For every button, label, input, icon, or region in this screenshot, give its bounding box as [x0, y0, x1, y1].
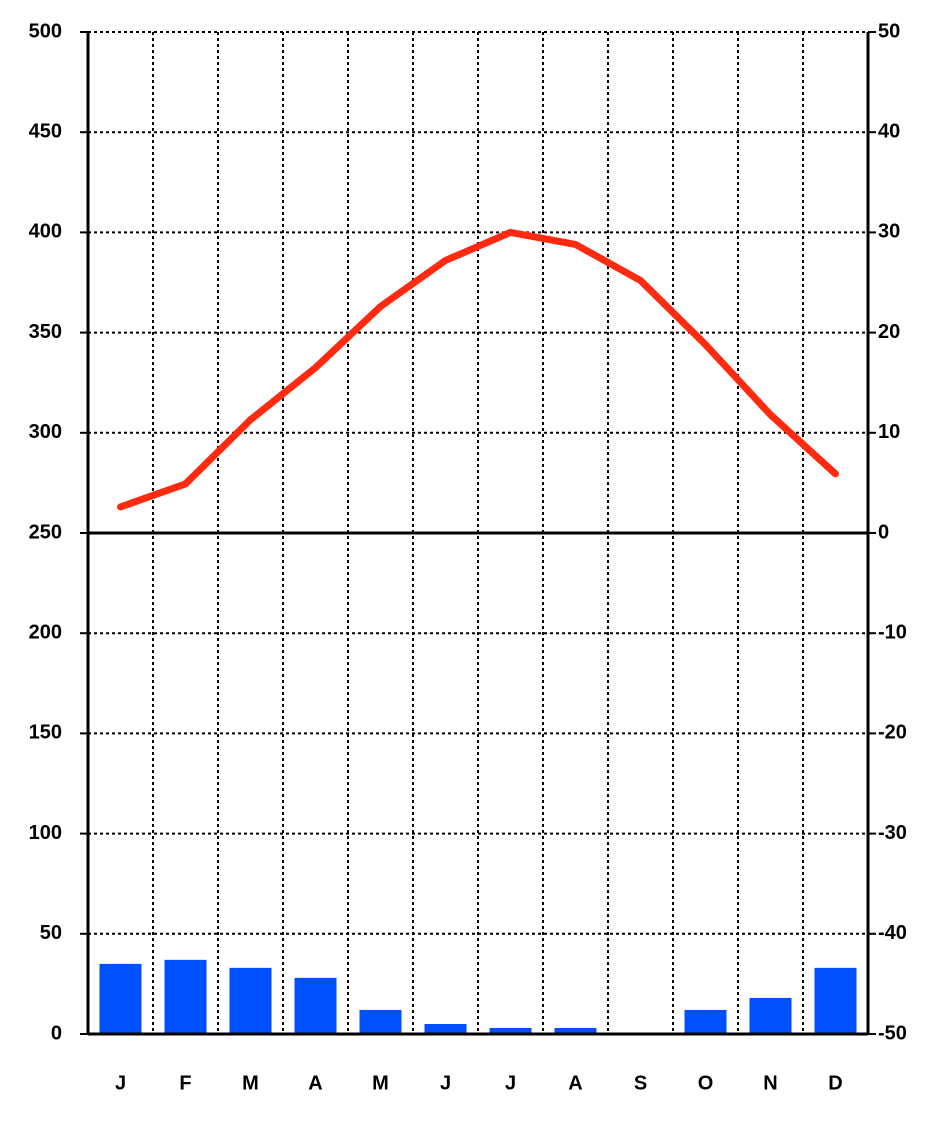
y-tick-label: 350: [29, 321, 62, 343]
y2-tick-label: -20: [878, 722, 907, 744]
x-tick-label: N: [763, 1072, 777, 1094]
x-tick-label: M: [242, 1072, 259, 1094]
y2-tick-label: -40: [878, 922, 907, 944]
x-tick-label: O: [698, 1072, 714, 1094]
y2-tick-label: -50: [878, 1022, 907, 1044]
x-tick-label: A: [568, 1072, 582, 1094]
y-tick-label: 450: [29, 120, 62, 142]
x-tick-label: M: [372, 1072, 389, 1094]
y2-tick-label: 30: [878, 221, 900, 243]
x-tick-label: J: [115, 1072, 126, 1094]
bar: [359, 1009, 402, 1034]
y2-tick-label: 10: [878, 421, 900, 443]
y-tick-label: 0: [51, 1022, 62, 1044]
x-tick-label: F: [179, 1072, 191, 1094]
y-tick-label: 400: [29, 221, 62, 243]
y-tick-label: 150: [29, 722, 62, 744]
y-tick-label: 200: [29, 621, 62, 643]
y2-tick-label: -10: [878, 621, 907, 643]
bar: [424, 1023, 467, 1034]
bar: [229, 967, 272, 1034]
y-tick-label: 250: [29, 521, 62, 543]
temperature-line: [117, 228, 839, 511]
bar: [554, 1027, 597, 1034]
y2-tick-label: 40: [878, 120, 900, 142]
y-tick-label: 500: [29, 20, 62, 42]
y2-tick-label: 50: [878, 20, 900, 42]
bar: [164, 959, 207, 1034]
x-tick-label: A: [308, 1072, 322, 1094]
bar: [99, 963, 142, 1034]
y-tick-label: 100: [29, 822, 62, 844]
x-tick-label: S: [634, 1072, 647, 1094]
x-tick-label: J: [505, 1072, 516, 1094]
bar: [814, 967, 857, 1034]
y2-tick-label: 0: [878, 521, 889, 543]
y2-tick-label: -30: [878, 822, 907, 844]
y-tick-label: 50: [40, 922, 62, 944]
y-tick-label: 300: [29, 421, 62, 443]
x-tick-label: D: [828, 1072, 842, 1094]
bar: [684, 1009, 727, 1034]
bar: [294, 977, 337, 1034]
y2-tick-label: 20: [878, 321, 900, 343]
bar: [489, 1027, 532, 1034]
x-tick-label: J: [440, 1072, 451, 1094]
bar: [749, 997, 792, 1034]
